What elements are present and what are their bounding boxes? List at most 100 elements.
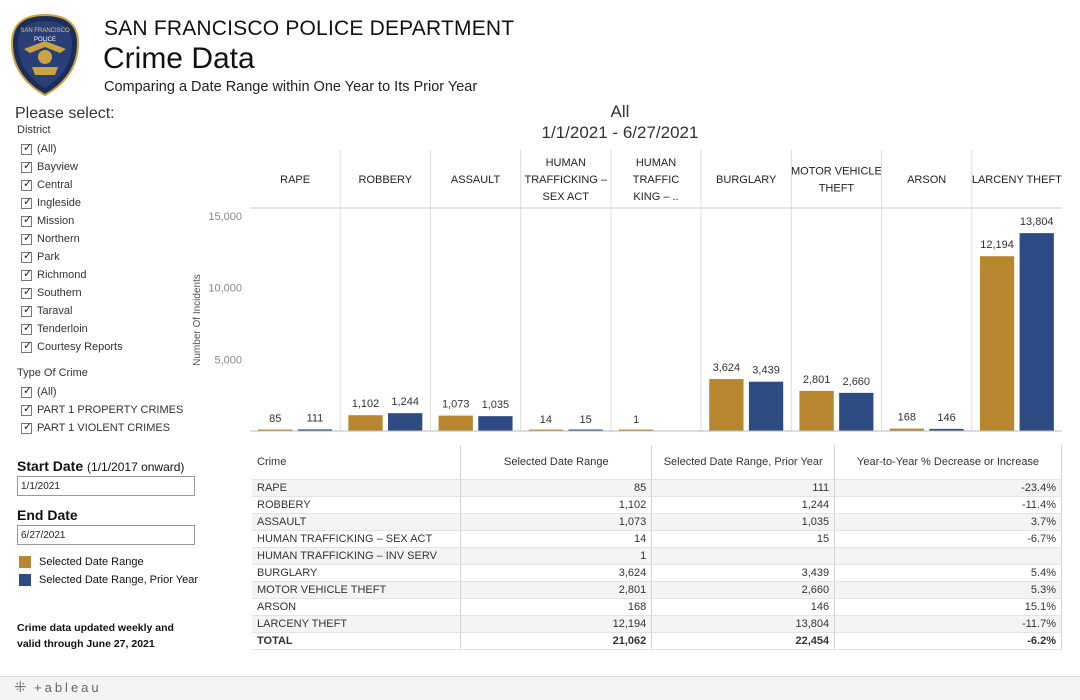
end-date-input[interactable] <box>17 525 195 545</box>
crime-type-option[interactable]: PART 1 PROPERTY CRIMES <box>21 401 183 419</box>
checkbox-checked-icon[interactable] <box>21 402 32 416</box>
table-cell: LARCENY THEFT <box>252 615 462 633</box>
table-cell: 1,035 <box>651 513 836 531</box>
checkbox-checked-icon[interactable] <box>21 141 32 155</box>
data-label: 168 <box>898 412 916 424</box>
crime-type-option[interactable]: (All) <box>21 383 183 401</box>
tableau-brand[interactable]: +ableau <box>34 680 102 695</box>
legend-item-prior[interactable]: Selected Date Range, Prior Year <box>19 571 198 589</box>
district-option[interactable]: Bayview <box>21 158 123 176</box>
start-date-title: Start Date (1/1/2017 onward) <box>17 458 184 474</box>
crime-type-filter-label: Type Of Crime <box>17 367 88 379</box>
table-cell: TOTAL <box>252 631 462 650</box>
checkbox-checked-icon[interactable] <box>21 213 32 227</box>
bar-current <box>438 415 473 431</box>
bar-current <box>619 429 654 431</box>
data-label: 12,194 <box>980 239 1014 251</box>
district-option[interactable]: Courtesy Reports <box>21 338 123 356</box>
table-cell: ARSON <box>252 598 462 616</box>
bar-current <box>889 428 924 431</box>
bar-current <box>709 379 744 431</box>
update-note: Crime data updated weekly and valid thro… <box>17 620 174 652</box>
checkbox-checked-icon[interactable] <box>21 384 32 398</box>
legend-label-current: Selected Date Range <box>39 556 144 568</box>
data-label: 1 <box>633 414 639 426</box>
district-option[interactable]: Mission <box>21 212 123 230</box>
data-label: 2,660 <box>843 376 871 388</box>
district-option-label: Richmond <box>37 269 87 281</box>
category-header-label: THEFT <box>819 183 855 195</box>
crime-bar-chart: All 1/1/2021 - 6/27/2021 5,000 10,000 15,000… <box>192 102 1062 432</box>
category-header-label: LARCENY THEFT <box>972 174 1062 186</box>
table-cell: 22,454 <box>651 631 836 650</box>
table-row: LARCENY THEFT 12,194 13,804 -11.7% <box>252 615 1062 633</box>
legend-item-current[interactable]: Selected Date Range <box>19 553 198 571</box>
checkbox-checked-icon[interactable] <box>21 231 32 245</box>
bar-current <box>258 429 293 431</box>
table-cell: 1,244 <box>651 496 836 514</box>
checkbox-checked-icon[interactable] <box>21 339 32 353</box>
district-option[interactable]: Tenderloin <box>21 320 123 338</box>
badge-middle-text: POLICE <box>34 37 56 43</box>
district-option[interactable]: Taraval <box>21 302 123 320</box>
district-option-label: Tenderloin <box>37 323 88 335</box>
table-cell: -6.7% <box>834 530 1062 548</box>
district-filter-label: District <box>17 124 51 136</box>
table-cell: ASSAULT <box>252 513 462 531</box>
district-option-label: Ingleside <box>37 197 82 209</box>
sfpd-badge-logo: SAN FRANCISCO POLICE <box>10 13 80 97</box>
checkbox-checked-icon[interactable] <box>21 420 32 434</box>
legend: Selected Date Range Selected Date Range,… <box>19 553 198 589</box>
bar-prior <box>388 413 423 431</box>
data-label: 15 <box>580 414 592 426</box>
district-option-label: Bayview <box>37 161 78 173</box>
checkbox-checked-icon[interactable] <box>21 177 32 191</box>
checkbox-checked-icon[interactable] <box>21 159 32 173</box>
district-option[interactable]: Central <box>21 176 123 194</box>
filters-prompt: Please select: <box>15 105 115 122</box>
district-option-label: Taraval <box>37 305 73 317</box>
crime-data-table: Crime Selected Date Range Selected Date Ra… <box>252 445 1062 650</box>
crime-type-option[interactable]: PART 1 VIOLENT CRIMES <box>21 419 183 437</box>
table-row: RAPE 85 111 -23.4% <box>252 479 1062 497</box>
district-option[interactable]: (All) <box>21 140 123 158</box>
table-row: HUMAN TRAFFICKING – SEX ACT 14 15 -6.7% <box>252 530 1062 548</box>
checkbox-checked-icon[interactable] <box>21 195 32 209</box>
table-cell: Selected Date Range, Prior Year <box>651 445 836 480</box>
district-option-label: Northern <box>37 233 80 245</box>
table-cell: 12,194 <box>460 615 653 633</box>
table-cell: 3,624 <box>460 564 653 582</box>
district-option[interactable]: Northern <box>21 230 123 248</box>
org-name: SAN FRANCISCO POLICE DEPARTMENT <box>104 17 515 40</box>
badge-top-text: SAN FRANCISCO <box>20 28 70 34</box>
table-cell: 168 <box>460 598 653 616</box>
tableau-logo-icon[interactable]: ⁜ <box>14 679 27 696</box>
table-cell: 5.4% <box>834 564 1062 582</box>
data-label: 13,804 <box>1020 216 1054 228</box>
district-option[interactable]: Richmond <box>21 266 123 284</box>
table-cell: -11.4% <box>834 496 1062 514</box>
table-cell: -11.7% <box>834 615 1062 633</box>
district-option-label: Courtesy Reports <box>37 341 123 353</box>
start-date-input[interactable] <box>17 476 195 496</box>
start-date-label: Start Date <box>17 458 84 474</box>
data-label: 1,035 <box>482 399 510 411</box>
table-cell: 14 <box>460 530 653 548</box>
table-cell: 15 <box>651 530 836 548</box>
table-cell: MOTOR VEHICLE THEFT <box>252 581 462 599</box>
checkbox-checked-icon[interactable] <box>21 321 32 335</box>
chart-subtitle: 1/1/2021 - 6/27/2021 <box>542 123 699 142</box>
table-cell: BURGLARY <box>252 564 462 582</box>
district-option[interactable]: Park <box>21 248 123 266</box>
checkbox-checked-icon[interactable] <box>21 285 32 299</box>
page-subtitle: Comparing a Date Range within One Year t… <box>104 79 478 95</box>
data-label: 1,073 <box>442 399 470 411</box>
table-row: MOTOR VEHICLE THEFT 2,801 2,660 5.3% <box>252 581 1062 599</box>
checkbox-checked-icon[interactable] <box>21 267 32 281</box>
checkbox-checked-icon[interactable] <box>21 303 32 317</box>
district-option[interactable]: Ingleside <box>21 194 123 212</box>
district-option[interactable]: Southern <box>21 284 123 302</box>
category-header-label: HUMAN <box>546 157 586 169</box>
data-label: 111 <box>307 412 324 424</box>
checkbox-checked-icon[interactable] <box>21 249 32 263</box>
